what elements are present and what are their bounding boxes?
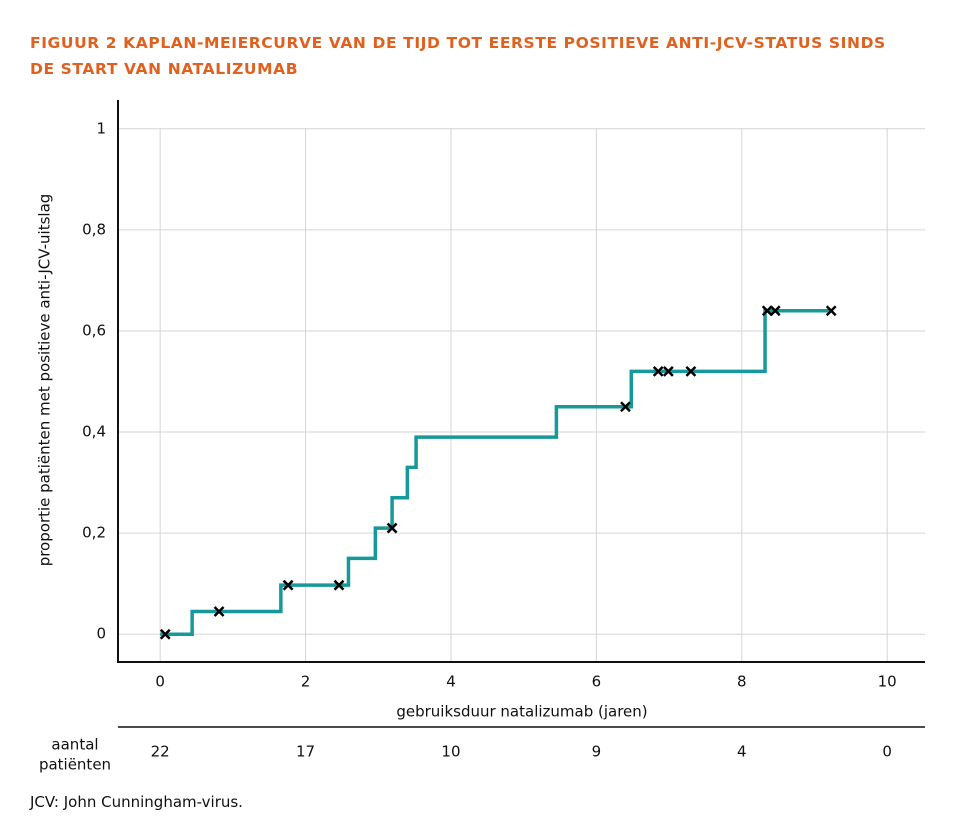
risk-count: 0: [882, 743, 892, 761]
censor-mark: [685, 366, 697, 377]
y-tick-label: 1: [96, 119, 106, 137]
censor-mark: [652, 366, 664, 377]
y-tick-label: 0,8: [82, 220, 106, 238]
y-tick-label: 0,4: [82, 423, 106, 441]
censor-mark: [333, 579, 345, 591]
x-tick-label: 8: [737, 673, 747, 691]
y-tick-label: 0: [96, 625, 106, 643]
y-tick-label: 0,2: [82, 524, 106, 542]
footnote: JCV: John Cunningham-virus.: [30, 793, 243, 811]
censor-mark: [282, 579, 294, 591]
censor-mark: [213, 606, 225, 617]
censor-mark: [761, 305, 773, 317]
x-tick-label: 4: [446, 673, 456, 691]
x-tick-label: 6: [592, 673, 602, 691]
censor-mark: [386, 522, 398, 534]
x-tick-label: 10: [878, 673, 897, 691]
censor-mark: [769, 305, 781, 317]
chart: gebruiksduur natalizumab (jaren) proport…: [36, 100, 925, 774]
x-tick-label: 2: [301, 673, 311, 691]
x-tick-label: 0: [155, 673, 165, 691]
risk-count: 17: [296, 743, 315, 761]
y-axis-label: proportie patiënten met positieve anti-J…: [36, 194, 54, 567]
risk-count: 10: [441, 743, 460, 761]
censor-mark: [620, 401, 631, 413]
chart-title: FIGUUR 2 KAPLAN-MEIERCURVE VAN DE TIJD T…: [30, 34, 886, 78]
risk-label: patiënten: [39, 756, 111, 774]
censor-mark: [825, 305, 837, 317]
risk-count: 22: [151, 743, 170, 761]
risk-label: aantal: [51, 736, 98, 754]
km-curve: [160, 309, 832, 636]
censor-mark: [159, 628, 171, 640]
y-tick-label: 0,6: [82, 321, 106, 339]
risk-count: 4: [737, 743, 747, 761]
x-axis-label: gebruiksduur natalizumab (jaren): [396, 703, 647, 721]
censor-mark: [662, 366, 674, 377]
risk-count: 9: [592, 743, 602, 761]
